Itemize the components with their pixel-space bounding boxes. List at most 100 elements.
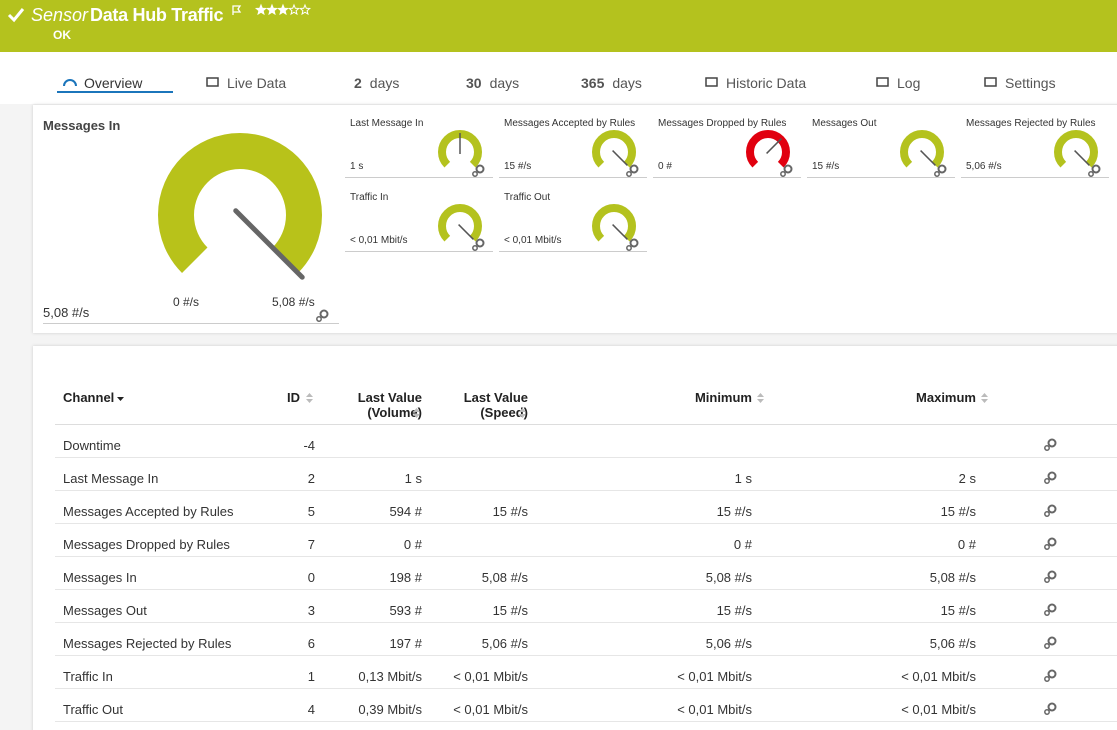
sort-icon[interactable] xyxy=(756,392,766,404)
cog-icon[interactable] xyxy=(1043,504,1057,518)
tab-icon xyxy=(206,77,219,87)
cog-icon[interactable] xyxy=(1043,702,1057,716)
cog-inner xyxy=(1044,643,1050,649)
column-header[interactable]: (Speed) xyxy=(480,405,528,420)
cell-value: < 0,01 Mbit/s xyxy=(901,669,976,684)
cog-icon[interactable] xyxy=(1043,603,1057,617)
tab[interactable]: 365 days xyxy=(581,74,642,92)
cog-outer xyxy=(1091,164,1101,174)
cog-icon[interactable] xyxy=(1043,471,1057,485)
cell-value: 15 #/s xyxy=(492,603,528,618)
sort-icon[interactable] xyxy=(305,392,315,404)
cell-value: 5,08 #/s xyxy=(481,570,528,585)
small-gauge-title: Messages Accepted by Rules xyxy=(504,118,636,129)
cog-inner xyxy=(472,245,478,251)
rating-stars[interactable] xyxy=(254,3,312,16)
channel-name[interactable]: Messages Rejected by Rules xyxy=(63,636,232,651)
cell-value: 15 #/s xyxy=(716,504,752,519)
tab[interactable]: 2 days xyxy=(354,74,399,92)
channel-name[interactable]: Traffic In xyxy=(63,669,113,684)
cog-icon[interactable] xyxy=(471,238,485,252)
column-header[interactable]: Last Value xyxy=(357,390,422,405)
cog-icon[interactable] xyxy=(1043,669,1057,683)
channel-name[interactable]: Traffic Out xyxy=(63,702,123,717)
small-gauge-title: Traffic Out xyxy=(504,192,551,203)
cog-outer xyxy=(1047,537,1057,547)
tab[interactable]: 30 days xyxy=(466,74,519,92)
tab[interactable]: Settings xyxy=(983,74,1056,92)
sort-icon[interactable] xyxy=(980,392,990,404)
column-header[interactable]: Channel xyxy=(63,390,115,405)
channel-name[interactable]: Last Message In xyxy=(63,471,159,486)
channel-name[interactable]: Downtime xyxy=(63,438,121,453)
channel-name[interactable]: Messages Accepted by Rules xyxy=(63,504,234,519)
cell-value: 5,08 #/s xyxy=(929,570,976,585)
small-gauge xyxy=(438,130,482,168)
gauge-value: 5,08 #/s xyxy=(43,305,90,320)
cog-icon[interactable] xyxy=(933,164,947,178)
cog-inner xyxy=(1044,577,1050,583)
cog-icon[interactable] xyxy=(315,309,329,323)
cog-inner xyxy=(1088,171,1094,177)
sort-icon[interactable] xyxy=(518,407,528,419)
tab[interactable]: Live Data xyxy=(205,74,286,92)
tab[interactable]: Historic Data xyxy=(704,74,806,92)
cog-icon[interactable] xyxy=(625,238,639,252)
gauge-underline xyxy=(43,323,339,324)
column-header[interactable]: ID xyxy=(287,390,300,405)
cog-outer xyxy=(629,238,639,248)
arrow-down xyxy=(413,414,420,418)
main-gauge xyxy=(158,133,322,280)
cog-icon[interactable] xyxy=(1043,438,1057,452)
arrow-down xyxy=(306,399,313,403)
cog-outer xyxy=(1047,438,1057,448)
gauge-arc xyxy=(1054,130,1098,168)
gauge-needle xyxy=(612,150,628,166)
cog-icon[interactable] xyxy=(625,164,639,178)
cog-icon[interactable] xyxy=(779,164,793,178)
cell-value: 0 xyxy=(307,570,315,585)
small-gauge-underline xyxy=(499,251,647,252)
small-gauge-title: Messages Dropped by Rules xyxy=(658,118,787,129)
small-gauge-underline xyxy=(345,177,493,178)
cog-icon[interactable] xyxy=(471,164,485,178)
header-title: Data Hub Traffic xyxy=(90,5,224,25)
cell-value: 5,08 #/s xyxy=(705,570,752,585)
cog-icon[interactable] xyxy=(1087,164,1101,178)
cog-outer xyxy=(1047,702,1057,712)
sort-icon[interactable] xyxy=(412,407,422,419)
channel-name[interactable]: Messages In xyxy=(63,570,137,585)
cog-inner xyxy=(780,171,786,177)
arrow-up xyxy=(519,408,526,412)
tabs-bar xyxy=(0,52,1117,104)
arrow-down xyxy=(519,414,526,418)
row-separator xyxy=(55,490,1117,491)
cell-value: < 0,01 Mbit/s xyxy=(453,702,528,717)
channel-name[interactable]: Messages Dropped by Rules xyxy=(63,537,230,552)
cog-outer xyxy=(783,164,793,174)
channel-name[interactable]: Messages Out xyxy=(63,603,147,618)
cog-outer xyxy=(629,164,639,174)
gauge-min: 0 #/s xyxy=(173,295,200,309)
cell-value: < 0,01 Mbit/s xyxy=(453,669,528,684)
column-header[interactable]: Last Value xyxy=(463,390,528,405)
small-gauge-value: 1 s xyxy=(350,161,364,172)
small-gauge-title: Messages Rejected by Rules xyxy=(966,118,1096,129)
cog-outer xyxy=(319,309,329,319)
sort-desc-icon[interactable] xyxy=(116,395,126,407)
cog-icon[interactable] xyxy=(1043,570,1057,584)
column-header[interactable]: Maximum xyxy=(916,390,976,405)
icon-shape xyxy=(705,77,718,87)
tab[interactable]: Log xyxy=(875,74,920,92)
tab-label: Settings xyxy=(1005,75,1056,91)
column-header[interactable]: Minimum xyxy=(694,390,752,405)
column-header[interactable]: (Volume) xyxy=(367,405,422,420)
header-prefix: Sensor xyxy=(31,5,89,25)
cog-inner xyxy=(626,245,632,251)
cog-icon[interactable] xyxy=(1043,636,1057,650)
gauge-needle xyxy=(233,208,305,280)
tab[interactable]: Overview xyxy=(62,74,142,92)
cog-icon[interactable] xyxy=(1043,537,1057,551)
arrow-down xyxy=(757,399,764,403)
